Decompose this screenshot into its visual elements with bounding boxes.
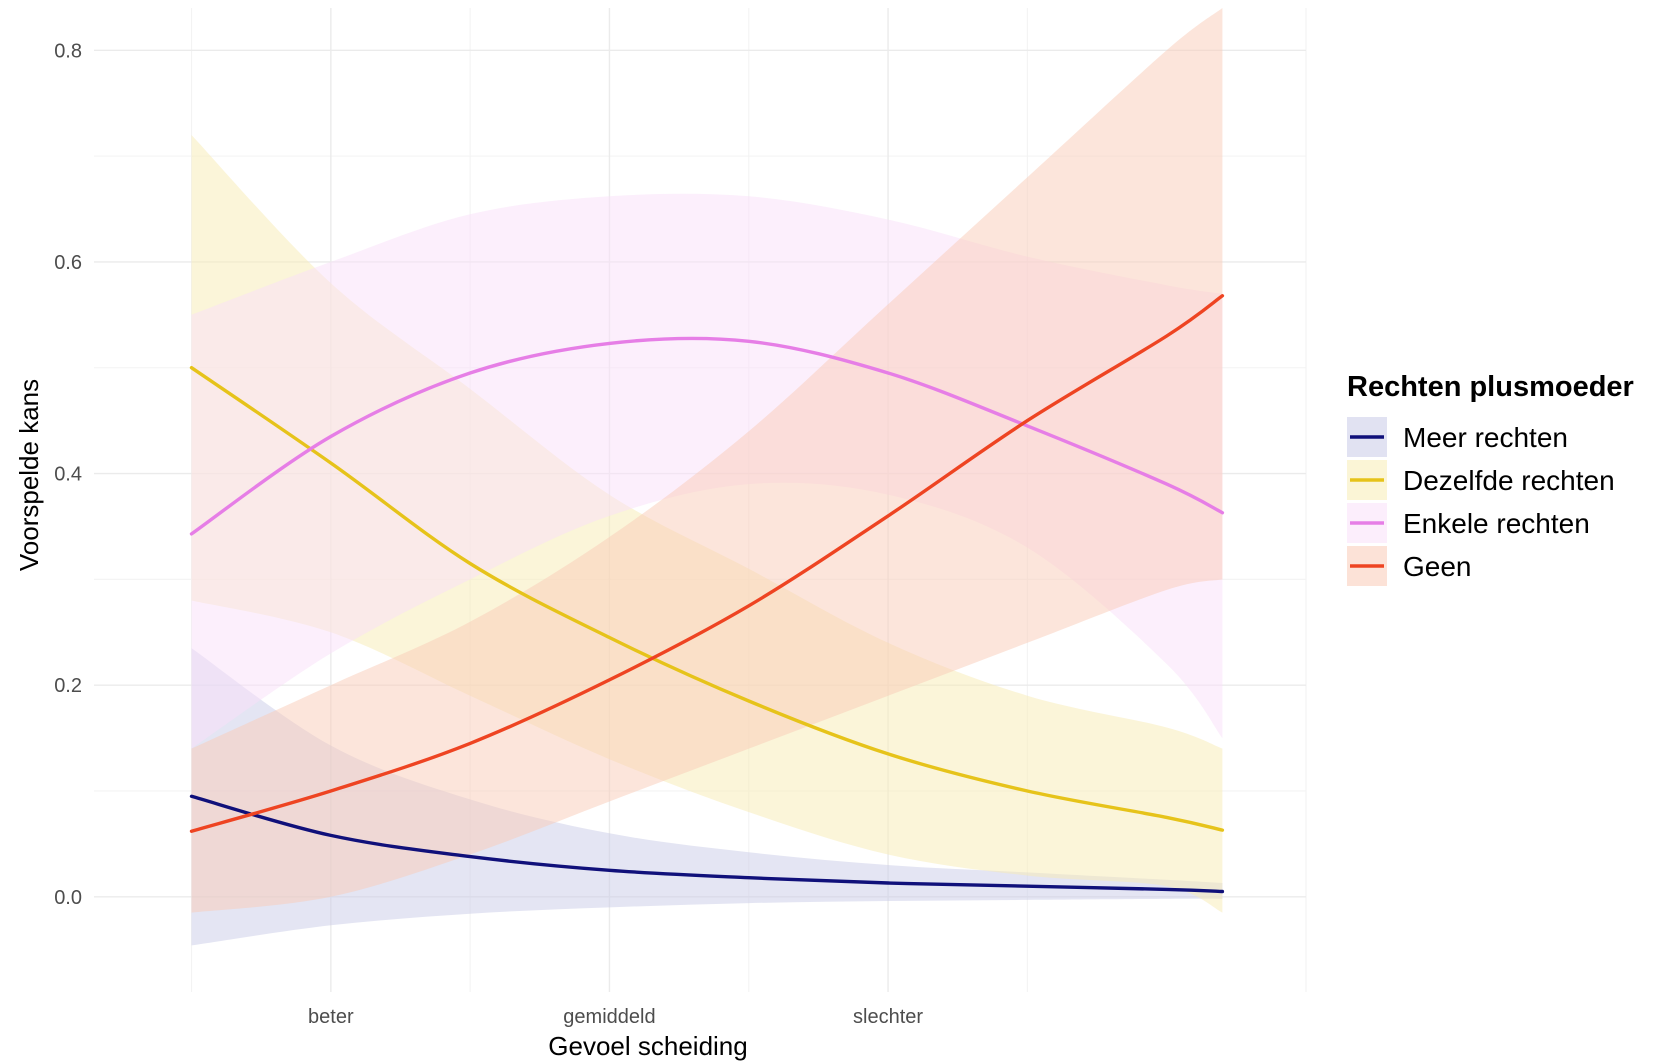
y-tick-label: 0.4 xyxy=(54,464,82,486)
x-tick-label: beter xyxy=(308,1006,354,1028)
y-axis-title: Voorspelde kans xyxy=(14,379,44,571)
line-series-0 xyxy=(189,794,1225,894)
legend-label: Meer rechten xyxy=(1403,422,1568,453)
legend-label: Enkele rechten xyxy=(1403,508,1590,539)
confidence-ribbons xyxy=(191,8,1223,946)
y-axis-ticks: 0.0 0.2 0.4 0.6 0.8 xyxy=(54,40,82,908)
y-tick-label: 0.0 xyxy=(54,887,82,909)
x-tick-label: slechter xyxy=(853,1006,923,1028)
legend-title: Rechten plusmoeder xyxy=(1347,371,1634,403)
legend: Rechten plusmoeder Meer rechten Dezelfde … xyxy=(1347,371,1634,586)
x-tick-label: gemiddeld xyxy=(563,1006,655,1028)
line-series-1 xyxy=(189,366,1225,832)
legend-label: Geen xyxy=(1403,551,1472,582)
ribbon-series-3 xyxy=(191,8,1223,913)
y-tick-label: 0.2 xyxy=(54,675,82,697)
line-series-2 xyxy=(189,336,1225,536)
y-tick-label: 0.8 xyxy=(54,40,82,62)
x-axis-title: Gevoel scheiding xyxy=(548,1031,747,1061)
x-axis-ticks: beter gemiddeld slechter xyxy=(308,1006,923,1028)
series-lines xyxy=(189,294,1225,894)
line-series-3 xyxy=(189,294,1225,833)
legend-label: Dezelfde rechten xyxy=(1403,465,1615,496)
ribbon-series-0 xyxy=(191,648,1223,946)
ribbon-series-1 xyxy=(191,135,1223,913)
y-tick-label: 0.6 xyxy=(54,252,82,274)
